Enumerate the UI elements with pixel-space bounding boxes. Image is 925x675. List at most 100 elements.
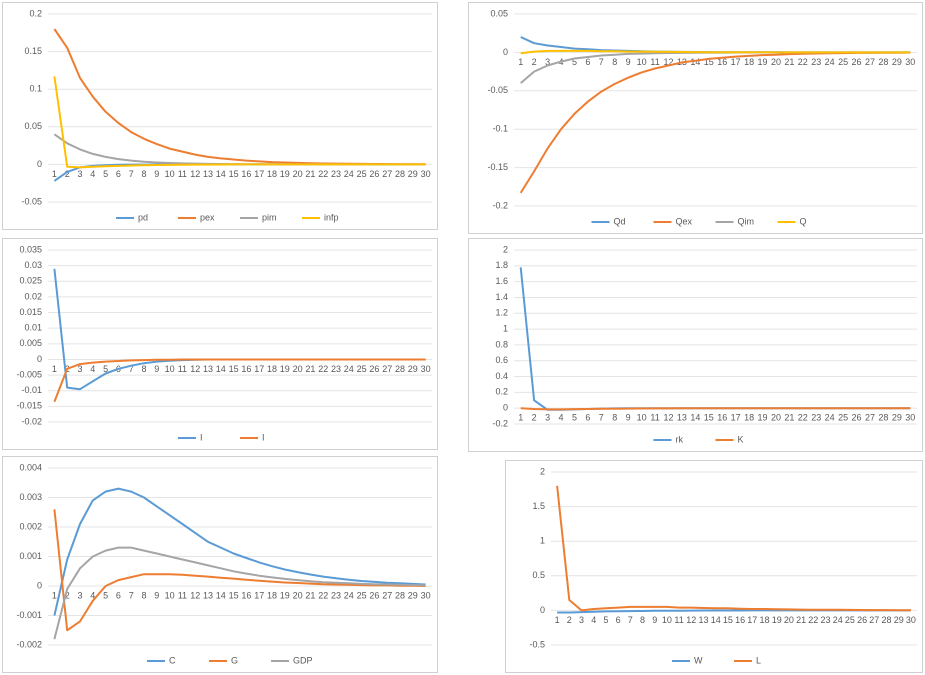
x-tick-label: 29	[408, 590, 418, 600]
x-tick-label: 26	[852, 57, 862, 67]
x-tick-label: 26	[369, 590, 379, 600]
x-tick-label: 26	[369, 364, 379, 374]
x-tick-label: 25	[357, 169, 367, 179]
y-tick-label: -0.05	[487, 85, 508, 95]
y-tick-label: 1.8	[495, 260, 508, 270]
x-tick-label: 9	[652, 615, 657, 625]
y-tick-label: 0.004	[19, 462, 42, 472]
y-tick-label: 0.003	[19, 492, 42, 502]
x-tick-label: 27	[382, 364, 392, 374]
y-tick-label: 2	[540, 466, 545, 476]
y-tick-label: 0.01	[24, 323, 42, 333]
x-tick-label: 6	[116, 169, 121, 179]
y-tick-label: -0.002	[16, 639, 42, 649]
y-tick-label: -0.2	[492, 200, 508, 210]
x-tick-label: 16	[241, 169, 251, 179]
y-tick-label: -0.001	[16, 610, 42, 620]
y-tick-label: 0.05	[490, 8, 508, 18]
x-tick-label: 2	[567, 615, 572, 625]
y-tick-label: 0.02	[24, 291, 42, 301]
y-tick-label: 0	[37, 580, 42, 590]
y-tick-label: 1.5	[532, 501, 545, 511]
x-tick-label: 12	[663, 413, 673, 423]
y-tick-label: 0.4	[495, 371, 508, 381]
y-tick-label: -0.1	[492, 124, 508, 134]
x-tick-label: 15	[229, 590, 239, 600]
x-tick-label: 23	[331, 590, 341, 600]
y-tick-label: 0	[503, 403, 508, 413]
x-tick-label: 9	[154, 169, 159, 179]
x-tick-label: 2	[532, 57, 537, 67]
x-tick-label: 10	[165, 169, 175, 179]
y-tick-label: 0	[540, 605, 545, 615]
x-tick-label: 16	[241, 590, 251, 600]
y-tick-label: 1	[503, 323, 508, 333]
x-tick-label: 24	[344, 364, 354, 374]
x-tick-label: 21	[305, 590, 315, 600]
legend-label: Q	[800, 216, 807, 226]
x-tick-label: 23	[811, 57, 821, 67]
legend-label: C	[169, 655, 176, 665]
chart-panel	[3, 3, 438, 230]
x-tick-label: 14	[690, 413, 700, 423]
x-tick-label: 4	[90, 169, 95, 179]
x-tick-label: 25	[357, 364, 367, 374]
x-tick-label: 14	[711, 615, 721, 625]
x-tick-label: 5	[103, 590, 108, 600]
x-tick-label: 18	[267, 364, 277, 374]
x-tick-label: 26	[857, 615, 867, 625]
chart-grid: -0.0500.050.10.150.212345678910111213141…	[0, 0, 925, 675]
legend-label: Qex	[676, 216, 693, 226]
x-tick-label: 12	[190, 364, 200, 374]
x-tick-label: 14	[216, 169, 226, 179]
y-tick-label: 1.2	[495, 308, 508, 318]
x-tick-label: 2	[532, 413, 537, 423]
x-tick-label: 6	[585, 413, 590, 423]
x-tick-label: 19	[280, 364, 290, 374]
y-tick-label: -0.02	[21, 416, 42, 426]
x-tick-label: 17	[747, 615, 757, 625]
x-tick-label: 11	[650, 57, 659, 67]
x-tick-label: 9	[154, 364, 159, 374]
x-tick-label: 19	[758, 57, 768, 67]
x-tick-label: 9	[154, 590, 159, 600]
x-tick-label: 4	[90, 364, 95, 374]
y-tick-label: 1.6	[495, 276, 508, 286]
x-tick-label: 13	[203, 364, 213, 374]
chart-panel	[3, 457, 438, 673]
y-tick-label: 0.025	[19, 276, 42, 286]
x-tick-label: 20	[293, 169, 303, 179]
x-tick-label: 25	[357, 590, 367, 600]
x-tick-label: 20	[293, 364, 303, 374]
x-tick-label: 17	[254, 590, 264, 600]
x-tick-label: 6	[585, 57, 590, 67]
chart-panel	[469, 3, 923, 234]
x-tick-label: 17	[254, 364, 264, 374]
x-tick-label: 24	[833, 615, 843, 625]
x-tick-label: 25	[838, 413, 848, 423]
x-tick-label: 17	[254, 169, 264, 179]
x-tick-label: 25	[845, 615, 855, 625]
x-tick-label: 5	[572, 413, 577, 423]
legend-label: Qd	[614, 216, 626, 226]
y-tick-label: 2	[503, 244, 508, 254]
x-tick-label: 22	[798, 413, 808, 423]
y-tick-label: 0.002	[19, 521, 42, 531]
x-tick-label: 20	[784, 615, 794, 625]
legend-label: pex	[200, 212, 215, 222]
y-tick-label: 0	[503, 47, 508, 57]
x-tick-label: 18	[744, 413, 754, 423]
x-tick-label: 9	[626, 413, 631, 423]
x-tick-label: 28	[395, 364, 405, 374]
x-tick-label: 13	[677, 413, 687, 423]
x-tick-label: 20	[771, 57, 781, 67]
y-tick-label: 0.035	[19, 244, 42, 254]
x-tick-label: 19	[280, 169, 290, 179]
x-tick-label: 10	[637, 413, 647, 423]
x-tick-label: 7	[129, 169, 134, 179]
x-tick-label: 18	[267, 590, 277, 600]
y-tick-label: 0.2	[29, 8, 42, 18]
x-tick-label: 29	[892, 57, 902, 67]
y-tick-label: 0.6	[495, 355, 508, 365]
x-tick-label: 8	[612, 413, 617, 423]
